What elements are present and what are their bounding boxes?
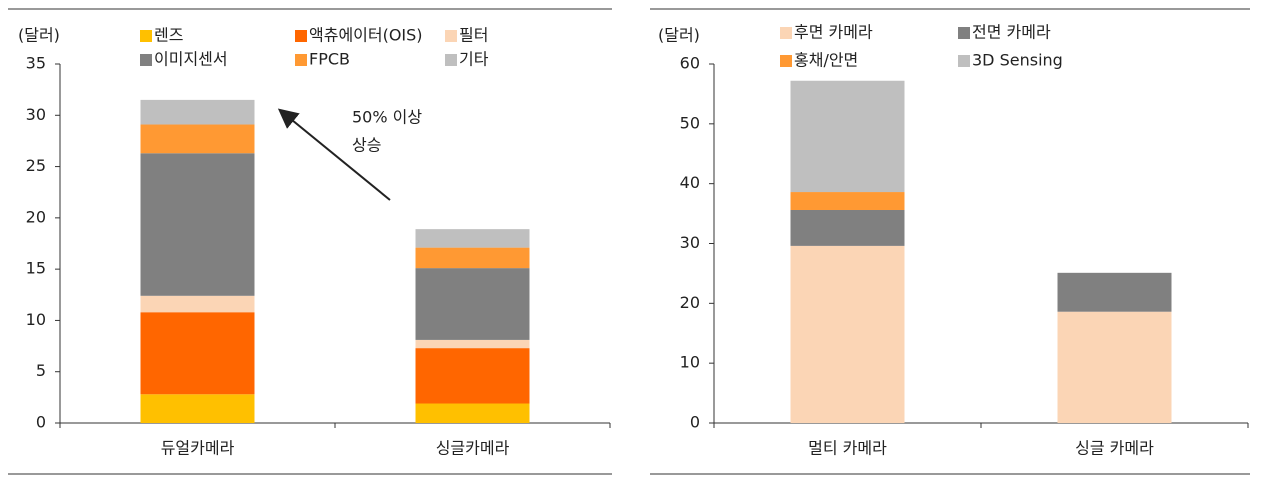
y-axis-unit: (달러) (18, 26, 60, 45)
legend-label: 렌즈 (154, 26, 183, 45)
legend-swatch (780, 55, 792, 67)
bar-segment (790, 209, 905, 246)
legend-label: 액츄에이터(OIS) (309, 26, 423, 45)
bar-segment (415, 348, 530, 404)
legend-swatch (445, 30, 457, 42)
annotation: 50% 이상 (352, 108, 422, 127)
y-tick-label: 25 (26, 156, 46, 175)
y-tick-label: 10 (680, 353, 700, 372)
bar-segment (415, 247, 530, 269)
y-axis-unit: (달러) (658, 26, 700, 45)
y-tick-label: 30 (680, 233, 700, 252)
legend-swatch (140, 54, 152, 66)
y-tick-label: 20 (680, 293, 700, 312)
y-tick-label: 60 (680, 54, 700, 73)
legend-label: 3D Sensing (972, 51, 1063, 70)
x-tick-label: 싱글 카메라 (1075, 439, 1154, 458)
legend-label: FPCB (309, 50, 350, 69)
x-tick-label: 듀얼카메라 (161, 439, 235, 458)
legend-swatch (295, 54, 307, 66)
bar-segment (415, 403, 530, 423)
bar-segment (140, 99, 255, 125)
legend-swatch (958, 55, 970, 67)
x-tick-label: 싱글카메라 (436, 439, 510, 458)
annotation-arrow (277, 108, 391, 201)
y-tick-label: 0 (690, 413, 700, 432)
bar-segment (415, 229, 530, 248)
legend-swatch (140, 30, 152, 42)
legend-label: 기타 (459, 50, 489, 69)
y-tick-label: 10 (26, 310, 46, 329)
y-tick-label: 35 (26, 54, 46, 73)
legend-swatch (958, 27, 970, 39)
bar-segment (140, 295, 255, 313)
y-tick-label: 40 (680, 173, 700, 192)
bar-segment (140, 124, 255, 154)
legend-swatch (780, 27, 792, 39)
bar-segment (140, 312, 255, 395)
y-tick-label: 5 (36, 361, 46, 380)
bar-segment (790, 245, 905, 423)
bar-segment (790, 80, 905, 193)
y-tick-label: 15 (26, 259, 46, 278)
bar-segment (140, 153, 255, 296)
y-tick-label: 30 (26, 105, 46, 124)
y-tick-label: 20 (26, 207, 46, 226)
y-tick-label: 50 (680, 113, 700, 132)
x-tick-label: 멀티 카메라 (808, 439, 887, 458)
bar-segment (415, 339, 530, 349)
annotation: 상승 (352, 136, 381, 155)
legend-label: 홍채/안면 (794, 51, 858, 70)
bar-segment (1057, 272, 1172, 312)
bar-segment (415, 268, 530, 340)
y-tick-label: 0 (36, 413, 46, 432)
bar-segment (790, 192, 905, 210)
bar-segment (1057, 311, 1172, 423)
legend-swatch (445, 54, 457, 66)
legend-label: 전면 카메라 (972, 23, 1051, 42)
bar-segment (140, 394, 255, 423)
legend-label: 후면 카메라 (794, 23, 873, 42)
legend-label: 필터 (459, 26, 488, 45)
legend-label: 이미지센서 (154, 50, 228, 69)
legend-swatch (295, 30, 307, 42)
